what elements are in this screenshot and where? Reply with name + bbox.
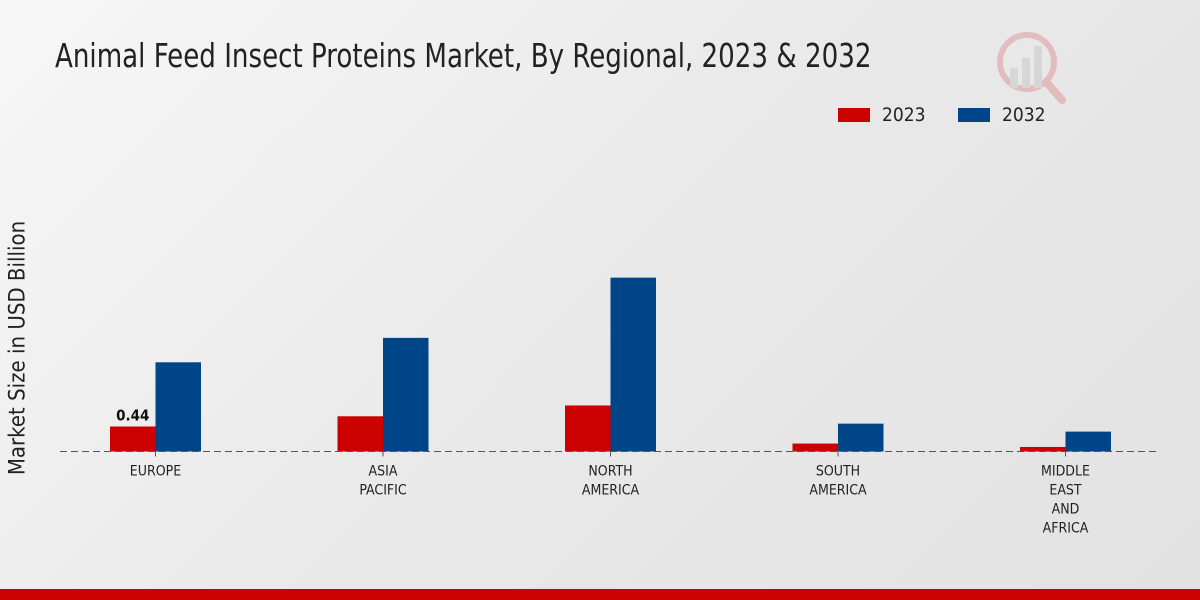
x-tick-label: AMERICA xyxy=(582,483,640,499)
x-tick-label: EAST xyxy=(1049,483,1082,499)
legend-item-2023: 2023 xyxy=(838,104,926,126)
x-tick-label: NORTH xyxy=(588,464,632,480)
bar-2032-4 xyxy=(1065,431,1111,452)
bar-2023-3 xyxy=(792,443,838,452)
legend-swatch-2032 xyxy=(958,108,990,122)
bar-2032-3 xyxy=(838,423,884,452)
x-tick-label: SOUTH xyxy=(816,464,860,480)
footer-bar xyxy=(0,589,1200,600)
x-tick-label: ASIA xyxy=(369,464,398,480)
legend-item-2032: 2032 xyxy=(958,104,1046,126)
data-label: 0.44 xyxy=(116,407,149,425)
bar-2023-2 xyxy=(565,405,611,452)
bar-2023-4 xyxy=(1020,446,1066,452)
bar-2032-1 xyxy=(383,337,429,452)
bar-2023-1 xyxy=(337,416,383,452)
bar-2032-2 xyxy=(610,277,656,452)
x-tick-label: AFRICA xyxy=(1043,521,1089,537)
x-tick-label: MIDDLE xyxy=(1041,464,1090,480)
x-tick-label: PACIFIC xyxy=(359,483,407,499)
x-tick-label: EUROPE xyxy=(130,464,181,480)
chart-title: Animal Feed Insect Proteins Market, By R… xyxy=(55,36,872,75)
legend-swatch-2023 xyxy=(838,108,870,122)
x-tick-label: AND xyxy=(1052,502,1080,518)
x-tick-label: AMERICA xyxy=(809,483,867,499)
legend-label-2023: 2023 xyxy=(882,104,926,126)
logo-icon xyxy=(997,32,1066,104)
bar-2032-0 xyxy=(155,362,201,452)
bar-2023-0 xyxy=(110,426,156,452)
legend-label-2032: 2032 xyxy=(1002,104,1046,126)
